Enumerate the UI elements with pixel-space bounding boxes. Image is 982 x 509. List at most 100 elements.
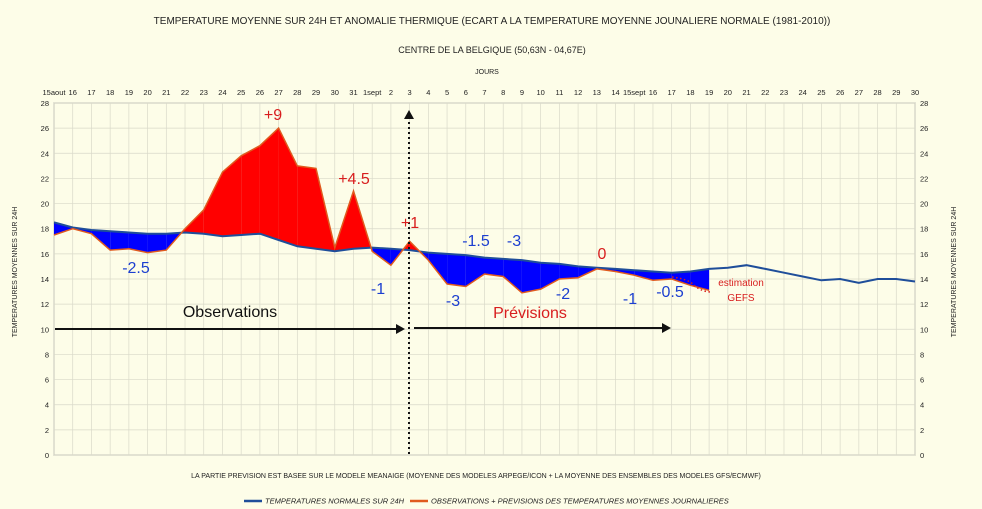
y-tick-label-right: 18 [920, 225, 928, 234]
x-tick-label: 8 [501, 88, 505, 97]
x-tick-label: 14 [611, 88, 619, 97]
y-tick-label-right: 2 [920, 426, 924, 435]
x-tick-label: 21 [742, 88, 750, 97]
y-tick-label-right: 10 [920, 325, 928, 334]
cold-anomaly-area [128, 232, 148, 253]
x-tick-label: 5 [445, 88, 449, 97]
x-tick-label: 16 [69, 88, 77, 97]
y-tick-label-left: 16 [41, 250, 49, 259]
cold-anomaly-area [503, 258, 522, 293]
x-tick-label: 31 [349, 88, 357, 97]
x-tick-label: 13 [593, 88, 601, 97]
footnote: LA PARTIE PREVISION EST BASEE SUR LE MOD… [191, 473, 761, 480]
x-tick-label: 4 [426, 88, 430, 97]
y-tick-label-left: 0 [45, 451, 49, 460]
x-tick-label: 23 [200, 88, 208, 97]
previsions-label: Prévisions [493, 305, 567, 322]
grid-layer [53, 102, 916, 456]
x-tick-label: 26 [836, 88, 844, 97]
x-tick-label: 30 [911, 88, 919, 97]
x-tick-label: 27 [274, 88, 282, 97]
cold-anomaly-area [540, 262, 560, 290]
y-tick-label-right: 4 [920, 401, 924, 410]
anomaly-label: -2.5 [122, 260, 150, 277]
warm-anomaly-area [241, 145, 260, 235]
x-tick-label: 25 [237, 88, 245, 97]
anomaly-label: +1 [401, 215, 419, 232]
warm-anomaly-area [203, 172, 223, 237]
x-tick-label: 1sept [363, 88, 382, 97]
cold-anomaly-area [147, 233, 167, 253]
cold-anomaly-area [521, 260, 541, 293]
cold-anomaly-area [653, 271, 672, 281]
x-tick-label: 19 [705, 88, 713, 97]
x-tick-label: 18 [106, 88, 114, 97]
normal-temperature-line [53, 221, 916, 284]
cold-anomaly-area [465, 255, 485, 287]
x-axis-label: JOURS [475, 69, 499, 76]
warm-anomaly-area [185, 209, 204, 234]
y-tick-label-right: 0 [920, 451, 924, 460]
y-tick-label-right: 20 [920, 200, 928, 209]
x-tick-label: 20 [143, 88, 151, 97]
y-tick-label-left: 2 [45, 426, 49, 435]
gefs-label: GEFS [727, 293, 755, 304]
y-tick-label-left: 12 [41, 300, 49, 309]
y-tick-label-right: 12 [920, 300, 928, 309]
cold-anomaly-area [428, 252, 448, 284]
y-axis-label-left: TEMPERATURES MOYENNES SUR 24H [12, 207, 19, 338]
y-tick-label-left: 18 [41, 225, 49, 234]
y-tick-label-left: 20 [41, 200, 49, 209]
x-tick-label: 10 [536, 88, 544, 97]
x-tick-label: 21 [162, 88, 170, 97]
legend-label-normal: TEMPERATURES NORMALES SUR 24H [265, 497, 405, 506]
y-tick-label-left: 8 [45, 350, 49, 359]
legend-label-observed: OBSERVATIONS + PREVISIONS DES TEMPERATUR… [431, 497, 729, 506]
observations-arrowhead [396, 324, 405, 334]
y-tick-label-right: 22 [920, 174, 928, 183]
chart-title: TEMPERATURE MOYENNE SUR 24H ET ANOMALIE … [154, 16, 831, 27]
anomaly-label: -3 [507, 233, 521, 250]
anomaly-label: +9 [264, 107, 282, 124]
cold-anomaly-area [634, 270, 653, 281]
cold-anomaly-area [447, 253, 466, 287]
x-tick-label: 11 [555, 88, 563, 97]
x-tick-label: 23 [780, 88, 788, 97]
y-tick-label-right: 28 [920, 99, 928, 108]
anomaly-label: 0 [598, 246, 607, 263]
x-tick-label: 28 [293, 88, 301, 97]
x-tick-label: 24 [218, 88, 226, 97]
y-tick-label-right: 8 [920, 350, 924, 359]
x-tick-label: 12 [574, 88, 582, 97]
x-tick-label: 15aout [43, 88, 67, 97]
cold-anomaly-area [484, 257, 504, 277]
anomaly-label: -0.5 [656, 284, 684, 301]
warm-anomaly-area [297, 165, 316, 249]
x-tick-label: 27 [855, 88, 863, 97]
cold-anomaly-area [690, 268, 710, 291]
y-tick-label-right: 6 [920, 376, 924, 385]
previsions-arrowhead [662, 323, 671, 333]
y-tick-label-left: 4 [45, 401, 49, 410]
x-tick-label: 30 [331, 88, 339, 97]
anomaly-label: -1.5 [462, 233, 490, 250]
cold-anomaly-area [110, 231, 129, 251]
cold-anomaly-area [54, 222, 73, 235]
y-tick-label-right: 16 [920, 250, 928, 259]
anomaly-label: -3 [446, 293, 460, 310]
x-tick-label: 20 [724, 88, 732, 97]
observed-forecast-temperature-line [53, 126, 710, 294]
today-marker-arrowhead [404, 110, 414, 119]
x-tick-label: 7 [482, 88, 486, 97]
y-tick-label-right: 24 [920, 149, 928, 158]
warm-anomaly-area [222, 155, 242, 237]
series-line-layer [53, 126, 916, 294]
x-tick-label: 15sept [623, 88, 646, 97]
y-tick-label-left: 10 [41, 325, 49, 334]
observations-label: Observations [183, 304, 277, 321]
x-tick-label: 16 [649, 88, 657, 97]
y-tick-label-left: 22 [41, 174, 49, 183]
chart-subtitle: CENTRE DE LA BELGIQUE (50,63N - 04,67E) [398, 45, 586, 55]
anomaly-label: -1 [371, 281, 385, 298]
